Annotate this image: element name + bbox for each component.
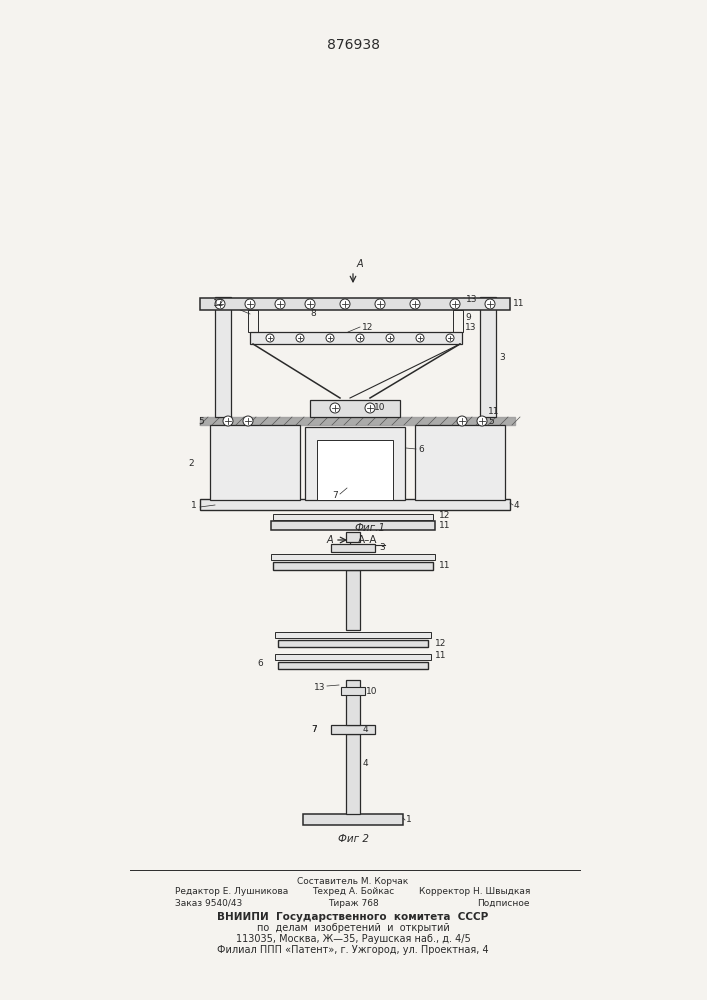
Bar xyxy=(271,554,435,560)
Text: Редактор Е. Лушникова: Редактор Е. Лушникова xyxy=(175,888,288,896)
Text: 5: 5 xyxy=(198,418,204,426)
Circle shape xyxy=(375,299,385,309)
Text: 5: 5 xyxy=(488,416,493,426)
Circle shape xyxy=(416,334,424,342)
Circle shape xyxy=(305,299,315,309)
Text: 11: 11 xyxy=(435,652,447,660)
Text: 9: 9 xyxy=(465,312,471,322)
Circle shape xyxy=(477,416,487,426)
Text: 2: 2 xyxy=(188,458,194,468)
Text: 3: 3 xyxy=(499,353,505,361)
Circle shape xyxy=(275,299,285,309)
Text: A–A: A–A xyxy=(358,535,378,545)
Text: Фиг 2: Фиг 2 xyxy=(337,834,368,844)
Text: 12: 12 xyxy=(439,510,450,520)
Circle shape xyxy=(386,334,394,342)
Text: 6: 6 xyxy=(418,446,423,454)
Circle shape xyxy=(340,299,350,309)
Text: 7: 7 xyxy=(311,726,317,734)
Bar xyxy=(303,814,403,825)
Bar xyxy=(453,310,463,332)
Bar xyxy=(248,310,258,332)
Text: 10: 10 xyxy=(374,403,385,412)
Text: Корректор Н. Швыдкая: Корректор Н. Швыдкая xyxy=(419,888,530,896)
Circle shape xyxy=(243,416,253,426)
Text: ВНИИПИ  Государственного  комитета  СССР: ВНИИПИ Государственного комитета СССР xyxy=(217,912,489,922)
Bar xyxy=(200,499,510,510)
Text: 11: 11 xyxy=(439,560,450,570)
Circle shape xyxy=(223,416,233,426)
Text: 12: 12 xyxy=(435,640,446,648)
Text: Подписное: Подписное xyxy=(477,898,530,908)
Bar xyxy=(275,654,431,660)
Circle shape xyxy=(410,299,420,309)
Text: 7: 7 xyxy=(332,491,338,500)
Circle shape xyxy=(356,334,364,342)
Text: 10: 10 xyxy=(366,686,378,696)
Text: 3: 3 xyxy=(379,544,385,552)
Bar xyxy=(346,734,360,814)
Circle shape xyxy=(326,334,334,342)
Text: 13: 13 xyxy=(313,682,325,692)
Bar xyxy=(273,514,433,520)
Text: A: A xyxy=(327,535,333,545)
Text: 12: 12 xyxy=(213,300,224,308)
Bar xyxy=(215,297,231,417)
Text: 13: 13 xyxy=(466,294,477,304)
Bar xyxy=(346,680,360,725)
Bar xyxy=(341,687,365,695)
Text: 1: 1 xyxy=(406,816,411,824)
Bar xyxy=(278,640,428,647)
Circle shape xyxy=(450,299,460,309)
Text: A: A xyxy=(357,259,363,269)
Text: Филиал ППП «Патент», г. Ужгород, ул. Проектная, 4: Филиал ППП «Патент», г. Ужгород, ул. Про… xyxy=(217,945,489,955)
Text: 13: 13 xyxy=(465,322,477,332)
Text: 8: 8 xyxy=(310,310,316,318)
Circle shape xyxy=(296,334,304,342)
Bar xyxy=(346,570,360,630)
Text: Составитель М. Корчак: Составитель М. Корчак xyxy=(298,876,409,886)
Text: 1: 1 xyxy=(192,500,197,510)
Circle shape xyxy=(446,334,454,342)
Text: Тираж 768: Тираж 768 xyxy=(327,898,378,908)
Bar xyxy=(415,425,505,500)
Bar xyxy=(310,400,400,417)
Bar xyxy=(200,298,510,310)
Bar xyxy=(273,562,433,570)
Text: 4: 4 xyxy=(363,726,368,734)
Bar xyxy=(346,532,360,542)
Text: Фиг.1: Фиг.1 xyxy=(354,523,385,533)
Circle shape xyxy=(365,403,375,413)
Text: 876938: 876938 xyxy=(327,38,380,52)
Text: по  делам  изобретений  и  открытий: по делам изобретений и открытий xyxy=(257,923,450,933)
Circle shape xyxy=(266,334,274,342)
Text: 11: 11 xyxy=(488,408,500,416)
Text: Заказ 9540/43: Заказ 9540/43 xyxy=(175,898,243,908)
Text: 11: 11 xyxy=(513,300,525,308)
Text: 4: 4 xyxy=(514,500,520,510)
Bar xyxy=(210,425,300,500)
Circle shape xyxy=(457,416,467,426)
Text: Техред А. Бойкас: Техред А. Бойкас xyxy=(312,888,394,896)
Text: 7: 7 xyxy=(311,726,317,734)
Bar xyxy=(317,440,393,500)
Circle shape xyxy=(330,403,340,413)
Bar xyxy=(480,297,496,417)
Bar xyxy=(275,632,431,638)
Bar xyxy=(250,332,462,344)
Text: 4: 4 xyxy=(363,760,368,768)
Text: 11: 11 xyxy=(439,520,450,530)
Bar xyxy=(271,521,435,530)
Text: 113035, Москва, Ж—35, Раушская наб., д. 4/5: 113035, Москва, Ж—35, Раушская наб., д. … xyxy=(235,934,470,944)
Bar xyxy=(278,662,428,669)
Circle shape xyxy=(215,299,225,309)
Bar xyxy=(305,427,405,500)
Text: 12: 12 xyxy=(362,324,373,332)
Circle shape xyxy=(485,299,495,309)
Bar xyxy=(331,725,375,734)
Circle shape xyxy=(245,299,255,309)
Text: 6: 6 xyxy=(257,660,263,668)
Bar xyxy=(331,544,375,552)
